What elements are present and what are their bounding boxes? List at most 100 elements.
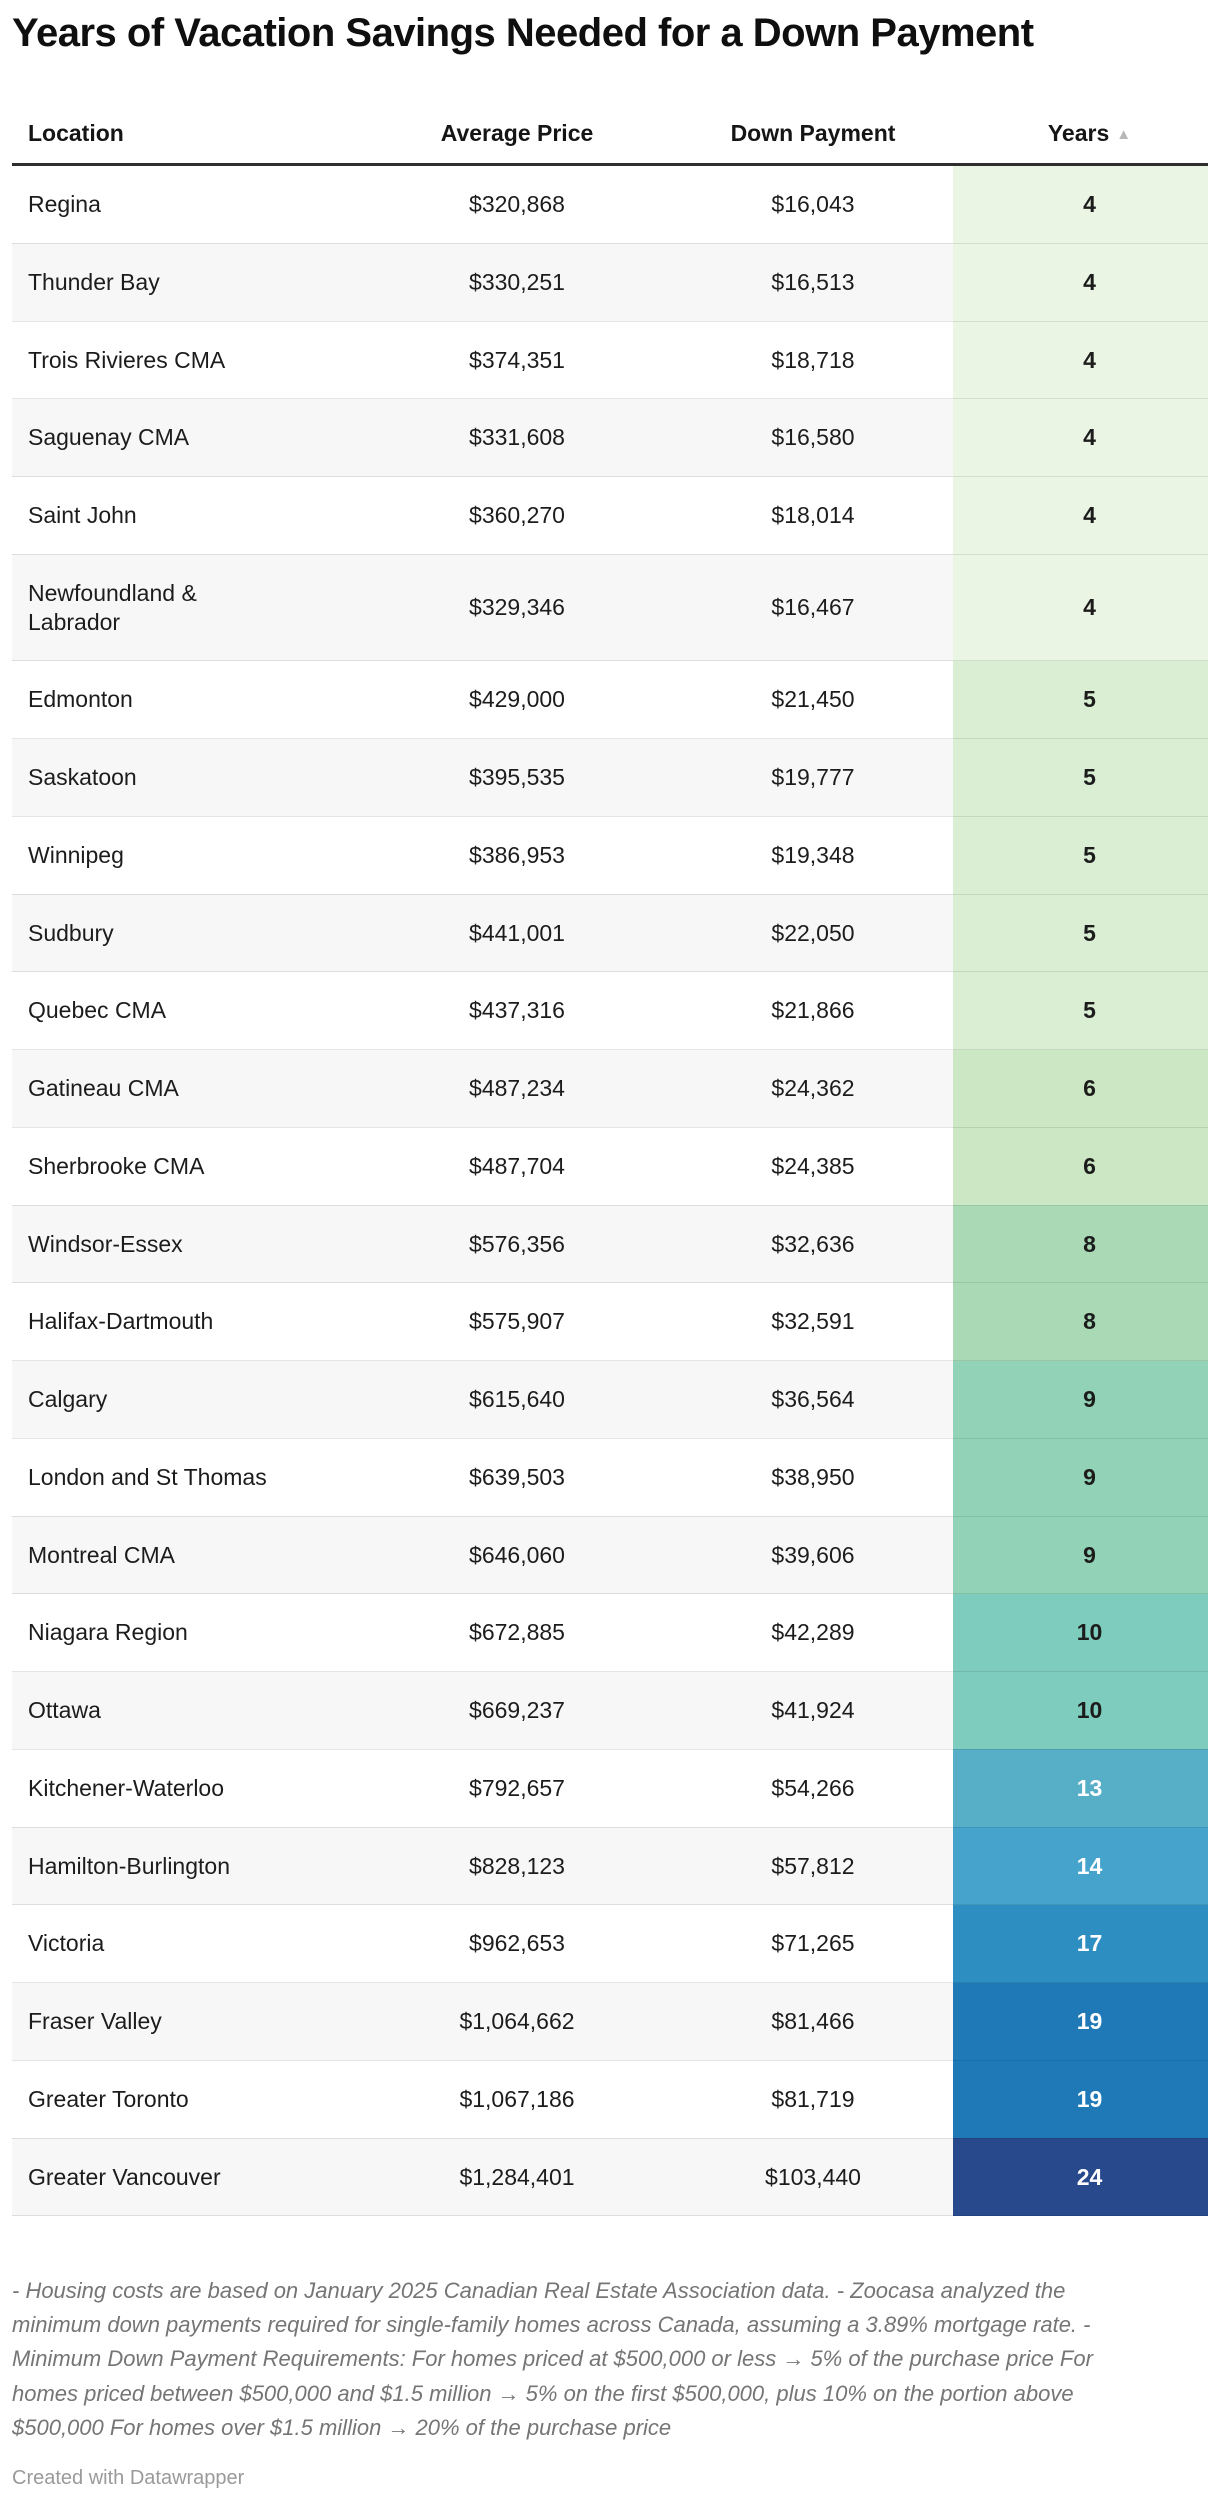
down-payment-cell: $81,466 — [673, 1982, 953, 2061]
column-header-location[interactable]: Location — [12, 120, 290, 166]
years-cell: 6 — [953, 1049, 1208, 1128]
location-cell: Halifax-Dartmouth — [12, 1282, 290, 1361]
average-price-cell: $1,284,401 — [290, 2138, 673, 2217]
table-row: Ottawa $669,237 $41,924 10 — [12, 1671, 1208, 1750]
average-price-cell: $429,000 — [290, 660, 673, 739]
down-payment-cell: $81,719 — [673, 2060, 953, 2139]
average-price-cell: $330,251 — [290, 243, 673, 322]
table-row: Saskatoon $395,535 $19,777 5 — [12, 738, 1208, 817]
table-row: Greater Vancouver $1,284,401 $103,440 24 — [12, 2138, 1208, 2217]
average-price-cell: $487,234 — [290, 1049, 673, 1128]
location-cell: London and St Thomas — [12, 1438, 290, 1517]
years-cell: 5 — [953, 660, 1208, 739]
down-payment-cell: $19,777 — [673, 738, 953, 817]
down-payment-cell: $18,014 — [673, 476, 953, 555]
location-cell: Ottawa — [12, 1671, 290, 1750]
table-row: Kitchener-Waterloo $792,657 $54,266 13 — [12, 1749, 1208, 1828]
location-cell: Sudbury — [12, 894, 290, 973]
column-header-years[interactable]: Years ▲ — [953, 120, 1208, 166]
footnotes: - Housing costs are based on January 202… — [12, 2278, 1093, 2440]
table-row: Newfoundland & Labrador $329,346 $16,467 4 — [12, 554, 1208, 662]
column-header-down-payment[interactable]: Down Payment — [673, 120, 953, 166]
average-price-cell: $386,953 — [290, 816, 673, 895]
table-row: Saguenay CMA $331,608 $16,580 4 — [12, 398, 1208, 477]
table-row: Greater Toronto $1,067,186 $81,719 19 — [12, 2060, 1208, 2139]
years-cell: 4 — [953, 398, 1208, 477]
years-cell: 4 — [953, 321, 1208, 400]
column-header-average-price[interactable]: Average Price — [290, 120, 673, 166]
location-cell: Edmonton — [12, 660, 290, 739]
table-row: Sudbury $441,001 $22,050 5 — [12, 894, 1208, 973]
average-price-cell: $487,704 — [290, 1127, 673, 1206]
average-price-cell: $646,060 — [290, 1516, 673, 1595]
down-payment-cell: $42,289 — [673, 1593, 953, 1672]
down-payment-cell: $41,924 — [673, 1671, 953, 1750]
average-price-cell: $576,356 — [290, 1205, 673, 1284]
years-cell: 19 — [953, 2060, 1208, 2139]
column-header-years-label: Years — [1047, 120, 1110, 146]
years-cell: 17 — [953, 1904, 1208, 1983]
location-cell: Kitchener-Waterloo — [12, 1749, 290, 1828]
down-payment-cell: $36,564 — [673, 1360, 953, 1439]
down-payment-cell: $16,043 — [673, 164, 953, 244]
location-cell: Montreal CMA — [12, 1516, 290, 1595]
down-payment-cell: $71,265 — [673, 1904, 953, 1983]
down-payment-cell: $103,440 — [673, 2138, 953, 2217]
down-payment-cell: $16,467 — [673, 554, 953, 662]
years-cell: 14 — [953, 1827, 1208, 1906]
down-payment-cell: $22,050 — [673, 894, 953, 973]
location-cell: Saint John — [12, 476, 290, 555]
table-row: Thunder Bay $330,251 $16,513 4 — [12, 243, 1208, 322]
average-price-cell: $672,885 — [290, 1593, 673, 1672]
average-price-cell: $669,237 — [290, 1671, 673, 1750]
location-cell: Greater Vancouver — [12, 2138, 290, 2217]
years-cell: 4 — [953, 554, 1208, 662]
datawrapper-attribution: Created with Datawrapper — [12, 2466, 245, 2489]
table-row: Trois Rivieres CMA $374,351 $18,718 4 — [12, 321, 1208, 400]
years-cell: 4 — [953, 243, 1208, 322]
location-cell: Greater Toronto — [12, 2060, 290, 2139]
table-row: Calgary $615,640 $36,564 9 — [12, 1360, 1208, 1439]
page-title: Years of Vacation Savings Needed for a D… — [12, 11, 1034, 55]
table-row: Edmonton $429,000 $21,450 5 — [12, 660, 1208, 739]
down-payment-cell: $32,636 — [673, 1205, 953, 1284]
table-row: Quebec CMA $437,316 $21,866 5 — [12, 971, 1208, 1050]
years-cell: 5 — [953, 971, 1208, 1050]
average-price-cell: $331,608 — [290, 398, 673, 477]
years-cell: 10 — [953, 1593, 1208, 1672]
down-payment-cell: $57,812 — [673, 1827, 953, 1906]
table-row: Victoria $962,653 $71,265 17 — [12, 1904, 1208, 1983]
sort-ascending-icon: ▲ — [1116, 126, 1132, 143]
average-price-cell: $1,064,662 — [290, 1982, 673, 2061]
down-payment-cell: $38,950 — [673, 1438, 953, 1517]
average-price-cell: $1,067,186 — [290, 2060, 673, 2139]
location-cell: Calgary — [12, 1360, 290, 1439]
table-row: Hamilton-Burlington $828,123 $57,812 14 — [12, 1827, 1208, 1906]
location-cell: Trois Rivieres CMA — [12, 321, 290, 400]
down-payment-cell: $16,513 — [673, 243, 953, 322]
average-price-cell: $329,346 — [290, 554, 673, 662]
years-cell: 9 — [953, 1516, 1208, 1595]
location-cell: Saskatoon — [12, 738, 290, 817]
average-price-cell: $320,868 — [290, 164, 673, 244]
location-cell: Hamilton-Burlington — [12, 1827, 290, 1906]
years-cell: 10 — [953, 1671, 1208, 1750]
table-row: Sherbrooke CMA $487,704 $24,385 6 — [12, 1127, 1208, 1206]
location-cell: Regina — [12, 164, 290, 244]
average-price-cell: $374,351 — [290, 321, 673, 400]
location-cell: Niagara Region — [12, 1593, 290, 1672]
years-cell: 6 — [953, 1127, 1208, 1206]
location-cell: Winnipeg — [12, 816, 290, 895]
down-payment-cell: $16,580 — [673, 398, 953, 477]
down-payment-cell: $21,866 — [673, 971, 953, 1050]
average-price-cell: $360,270 — [290, 476, 673, 555]
down-payment-cell: $24,362 — [673, 1049, 953, 1128]
average-price-cell: $792,657 — [290, 1749, 673, 1828]
location-cell: Quebec CMA — [12, 971, 290, 1050]
location-cell: Sherbrooke CMA — [12, 1127, 290, 1206]
years-cell: 5 — [953, 738, 1208, 817]
years-cell: 19 — [953, 1982, 1208, 2061]
down-payment-cell: $21,450 — [673, 660, 953, 739]
down-payment-cell: $18,718 — [673, 321, 953, 400]
average-price-cell: $639,503 — [290, 1438, 673, 1517]
